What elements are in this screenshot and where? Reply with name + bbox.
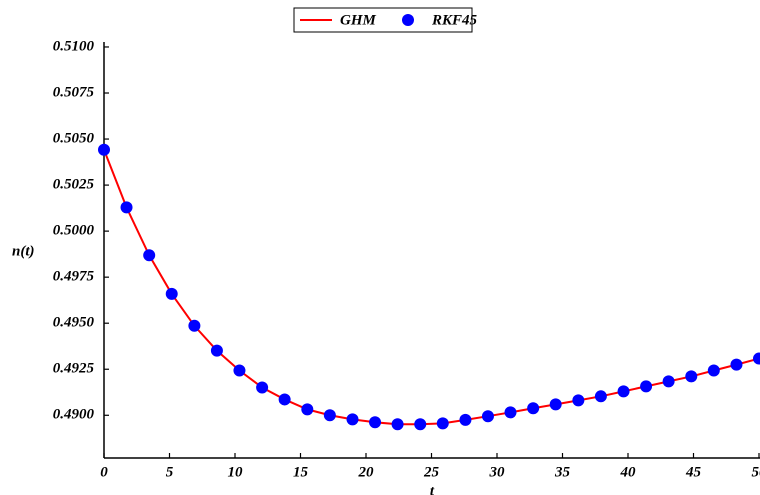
x-tick-label: 10: [228, 464, 244, 480]
series-marker: [481, 410, 494, 423]
series-marker: [549, 398, 562, 411]
series-marker: [730, 358, 743, 371]
series-marker: [120, 201, 133, 214]
series-marker: [233, 364, 246, 377]
legend-label: GHM: [340, 12, 377, 28]
series-marker: [527, 402, 540, 415]
y-tick-label: 0.4900: [53, 407, 95, 423]
series-marker: [594, 390, 607, 403]
series-marker: [707, 364, 720, 377]
series-marker: [617, 385, 630, 398]
y-tick-label: 0.5100: [53, 38, 95, 54]
series-marker: [323, 409, 336, 422]
series-marker: [210, 344, 223, 357]
x-tick-label: 15: [293, 464, 309, 480]
x-tick-label: 25: [423, 464, 440, 480]
legend-swatch: [402, 14, 414, 26]
series-marker: [504, 406, 517, 419]
legend-label: RKF45: [431, 12, 478, 28]
y-tick-label: 0.5025: [53, 177, 95, 193]
y-axis-label: n(t): [12, 243, 35, 259]
series-marker: [459, 413, 472, 426]
y-tick-label: 0.4925: [53, 361, 95, 377]
y-tick-label: 0.5075: [53, 84, 95, 100]
x-tick-label: 5: [166, 464, 174, 480]
series-marker: [436, 417, 449, 430]
y-tick-label: 0.4950: [53, 315, 95, 331]
y-tick-label: 0.5000: [53, 223, 95, 239]
x-tick-label: 20: [358, 464, 375, 480]
series-marker: [391, 418, 404, 431]
series-marker: [165, 287, 178, 300]
series-marker: [143, 249, 156, 262]
x-tick-label: 0: [100, 464, 108, 480]
series-marker: [662, 375, 675, 388]
x-tick-label: 40: [620, 464, 637, 480]
series-marker: [685, 370, 698, 383]
series-marker: [414, 418, 427, 431]
series-line: [103, 149, 760, 426]
series-marker: [188, 319, 201, 332]
x-tick-label: 30: [489, 464, 506, 480]
x-tick-label: 45: [685, 464, 702, 480]
x-tick-label: 35: [554, 464, 571, 480]
series-marker: [640, 380, 653, 393]
series-marker: [753, 352, 760, 365]
y-tick-label: 0.5050: [53, 130, 95, 146]
x-axis-label: t: [430, 483, 435, 495]
series-marker: [572, 394, 585, 407]
x-tick-label: 50: [752, 464, 760, 480]
y-tick-label: 0.4975: [53, 269, 95, 285]
series-marker: [369, 416, 382, 429]
series-marker: [278, 393, 291, 406]
series-marker: [346, 413, 359, 426]
series-marker: [98, 143, 110, 156]
series-marker: [301, 403, 314, 416]
series-marker: [256, 381, 269, 394]
